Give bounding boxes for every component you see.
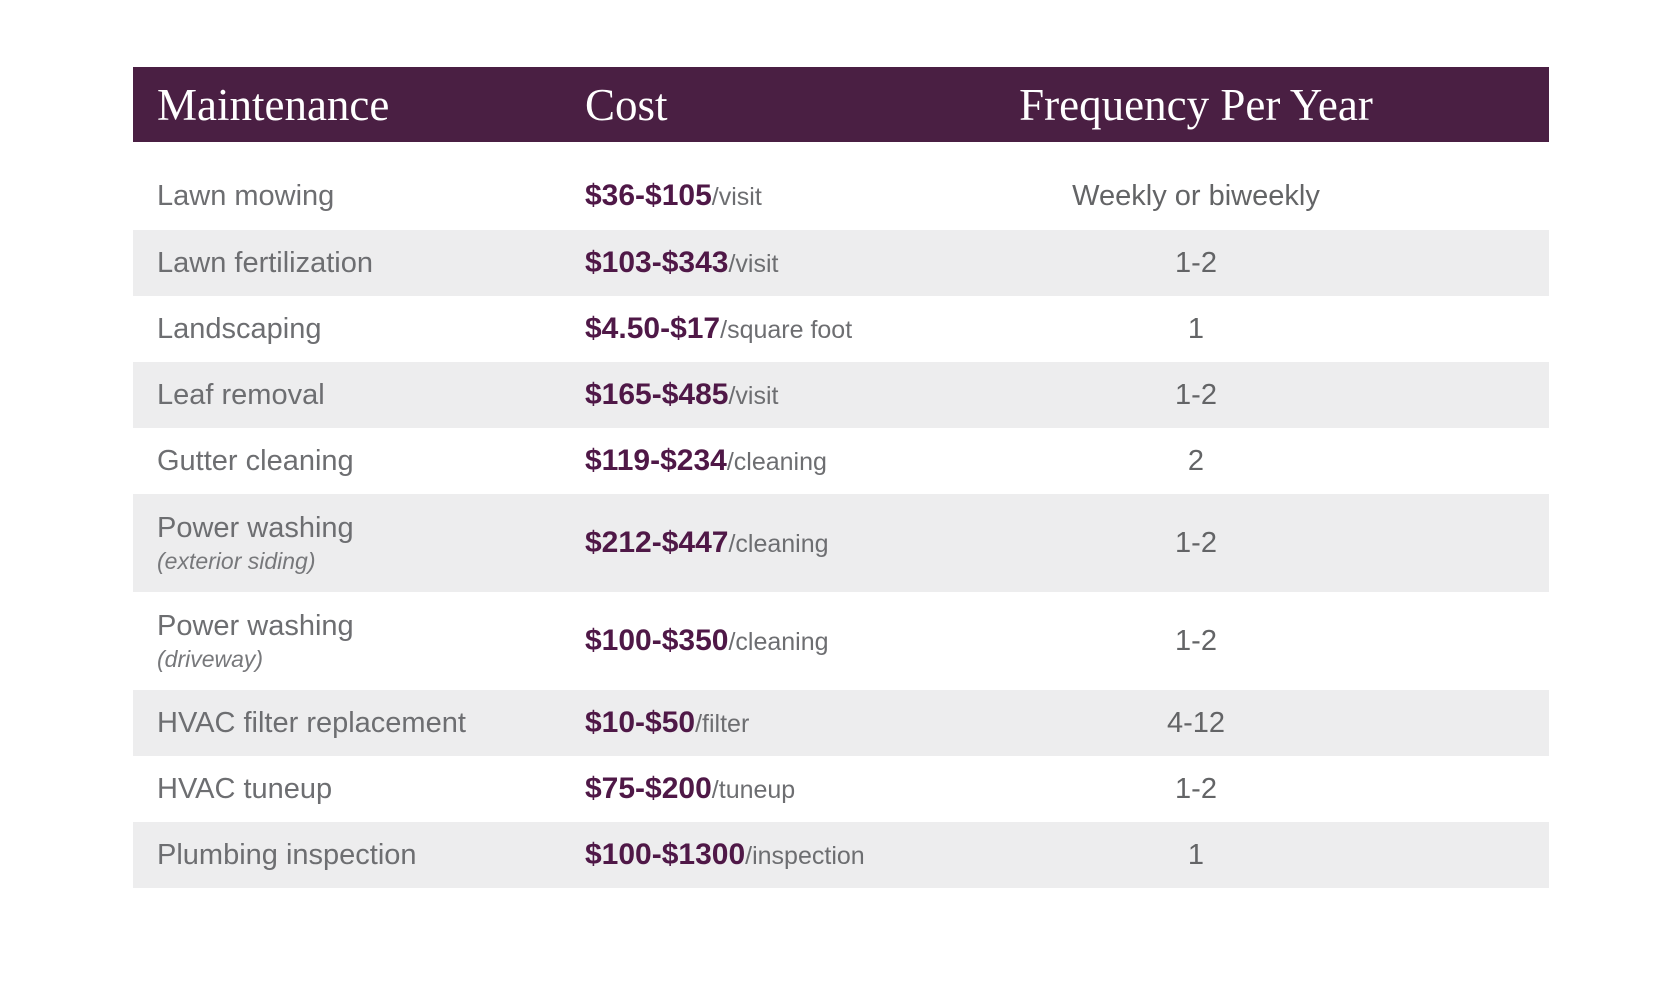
maintenance-cell: Leaf removal [133, 379, 585, 412]
maintenance-cost-table: Maintenance Cost Frequency Per Year Lawn… [133, 67, 1549, 888]
header-frequency: Frequency Per Year [1019, 79, 1373, 130]
maintenance-label: HVAC tuneup [157, 772, 333, 805]
maintenance-label: Landscaping [157, 312, 322, 345]
cost-cell: $103-$343/visit [585, 246, 990, 280]
cost-cell: $119-$234/cleaning [585, 444, 990, 478]
cost-unit: /filter [695, 710, 750, 738]
maintenance-label: Plumbing inspection [157, 838, 417, 871]
cost-range: $4.50-$17 [585, 312, 721, 345]
maintenance-label: Gutter cleaning [157, 444, 354, 477]
cost-unit: /inspection [745, 842, 865, 870]
frequency-cell: 1-2 [1175, 526, 1217, 559]
cost-range: $165-$485 [585, 378, 729, 411]
table-row: Lawn fertilization $103-$343/visit 1-2 [133, 230, 1549, 296]
maintenance-cell: Power washing (driveway) [133, 610, 585, 673]
table-row: Leaf removal $165-$485/visit 1-2 [133, 362, 1549, 428]
header-cost: Cost [585, 79, 668, 130]
cost-unit: /square foot [720, 316, 853, 344]
cost-cell: $36-$105/visit [585, 179, 990, 213]
cost-unit: /visit [728, 382, 779, 410]
maintenance-cell: Lawn fertilization [133, 247, 585, 280]
frequency-cell: Weekly or biweekly [1072, 179, 1320, 212]
header-maintenance: Maintenance [157, 79, 390, 130]
cost-range: $75-$200 [585, 772, 712, 805]
cost-cell: $165-$485/visit [585, 378, 990, 412]
maintenance-cell: Power washing (exterior siding) [133, 512, 585, 575]
cost-unit: /tuneup [711, 776, 796, 804]
maintenance-cell: Plumbing inspection [133, 839, 585, 872]
table-header-row: Maintenance Cost Frequency Per Year [133, 67, 1549, 142]
table-row: Gutter cleaning $119-$234/cleaning 2 [133, 428, 1549, 494]
cost-range: $10-$50 [585, 706, 696, 739]
frequency-cell: 1-2 [1175, 624, 1217, 657]
cost-cell: $212-$447/cleaning [585, 526, 990, 560]
table-row: Lawn mowing $36-$105/visit Weekly or biw… [133, 142, 1549, 230]
cost-cell: $4.50-$17/square foot [585, 312, 990, 346]
frequency-cell: 1-2 [1175, 772, 1217, 805]
frequency-cell: 1 [1187, 312, 1205, 345]
maintenance-cell: Gutter cleaning [133, 445, 585, 478]
cost-unit: /cleaning [726, 448, 827, 476]
cost-range: $119-$234 [585, 444, 727, 477]
cost-range: $100-$1300 [585, 838, 746, 871]
maintenance-cell: Landscaping [133, 313, 585, 346]
cost-range: $36-$105 [585, 179, 712, 212]
maintenance-cell: HVAC filter replacement [133, 707, 585, 740]
maintenance-sublabel: (exterior siding) [157, 547, 316, 574]
cost-cell: $100-$1300/inspection [585, 838, 990, 872]
cost-unit: /cleaning [728, 628, 829, 656]
frequency-cell: 2 [1187, 444, 1205, 477]
maintenance-sublabel: (driveway) [157, 645, 264, 672]
frequency-cell: 1-2 [1175, 246, 1217, 279]
cost-cell: $10-$50/filter [585, 706, 990, 740]
table-row: Power washing (driveway) $100-$350/clean… [133, 592, 1549, 690]
table-row: Landscaping $4.50-$17/square foot 1 [133, 296, 1549, 362]
maintenance-label: HVAC filter replacement [157, 706, 466, 739]
maintenance-label: Leaf removal [157, 378, 325, 411]
table-row: Power washing (exterior siding) $212-$44… [133, 494, 1549, 592]
maintenance-label: Power washing [157, 609, 354, 642]
cost-unit: /visit [728, 250, 779, 278]
frequency-cell: 1-2 [1175, 378, 1217, 411]
maintenance-cell: HVAC tuneup [133, 773, 585, 806]
cost-cell: $75-$200/tuneup [585, 772, 990, 806]
cost-unit: /visit [711, 183, 762, 211]
cost-unit: /cleaning [728, 530, 829, 558]
maintenance-label: Lawn mowing [157, 179, 335, 212]
maintenance-cell: Lawn mowing [133, 180, 585, 213]
frequency-cell: 4-12 [1166, 706, 1226, 739]
table-row: Plumbing inspection $100-$1300/inspectio… [133, 822, 1549, 888]
cost-cell: $100-$350/cleaning [585, 624, 990, 658]
table-row: HVAC tuneup $75-$200/tuneup 1-2 [133, 756, 1549, 822]
cost-range: $103-$343 [585, 246, 729, 279]
table-row: HVAC filter replacement $10-$50/filter 4… [133, 690, 1549, 756]
cost-range: $212-$447 [585, 526, 729, 559]
maintenance-label: Power washing [157, 511, 354, 544]
cost-range: $100-$350 [585, 624, 729, 657]
frequency-cell: 1 [1187, 838, 1205, 871]
maintenance-label: Lawn fertilization [157, 246, 373, 279]
